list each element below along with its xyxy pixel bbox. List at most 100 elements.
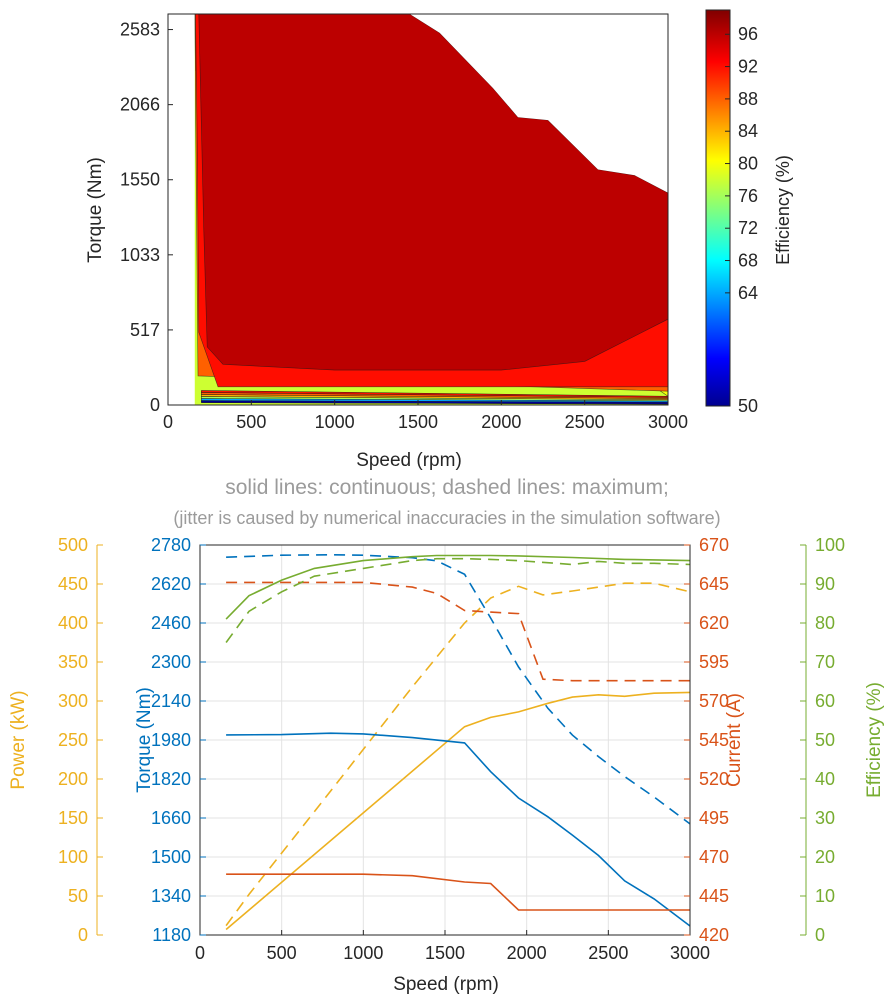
efficiency-axis-tick-label: 100 <box>815 535 845 555</box>
torque-axis-tick-label: 2780 <box>151 535 191 555</box>
series-line-solid <box>226 873 690 911</box>
colorbar-ticks: 50 64 68 72 76 80 84 88 92 96 <box>725 24 758 416</box>
line-chart-grid <box>199 544 691 936</box>
efficiency-axis: 0 10 20 30 40 50 60 70 80 90 100 Efficiency (%) <box>800 535 885 945</box>
torque-axis-tick-label: 1340 <box>151 886 191 906</box>
x-tick-label: 2500 <box>588 943 628 963</box>
efficiency-map-x-label: Speed (rpm) <box>356 450 462 471</box>
colorbar-tick-label: 64 <box>738 283 758 303</box>
power-axis-tick-label: 300 <box>58 691 88 711</box>
colorbar-tick-label: 92 <box>738 57 758 77</box>
series-line-dashed <box>226 581 690 682</box>
x-tick-label: 0 <box>195 943 205 963</box>
line-chart-series <box>225 553 691 931</box>
colorbar-tick-label: 76 <box>738 186 758 206</box>
efficiency-map-panel: 0 500 1000 1500 2000 2500 3000 0 517 1033 1550 206… <box>85 9 793 471</box>
torque-axis-tick-label: 2460 <box>151 613 191 633</box>
power-axis-tick-label: 350 <box>58 652 88 672</box>
series-line-dashed <box>225 557 691 643</box>
power-axis-tick-label: 100 <box>58 847 88 867</box>
chart-title: solid lines: continuous; dashed lines: m… <box>225 476 669 499</box>
colorbar-tick-label: 96 <box>738 24 758 44</box>
power-axis: 0 50 100 150 200 250 300 350 400 450 500 Power (kW) <box>8 535 103 945</box>
colorbar-tick-label: 80 <box>738 154 758 174</box>
y-tick-label: 1550 <box>120 170 160 190</box>
x-tick-label: 1000 <box>343 943 383 963</box>
efficiency-regions <box>168 13 669 405</box>
efficiency-axis-label: Efficiency (%) <box>864 682 885 798</box>
colorbar-label: Efficiency (%) <box>773 155 793 265</box>
colorbar-tick-label: 50 <box>738 396 758 416</box>
efficiency-axis-tick-label: 20 <box>815 847 835 867</box>
efficiency-axis-tick-label: 60 <box>815 691 835 711</box>
x-tick-label: 3000 <box>648 412 688 432</box>
x-tick-label: 2500 <box>565 412 605 432</box>
current-axis-tick-label: 445 <box>699 886 729 906</box>
y-tick-label: 517 <box>130 320 160 340</box>
line-chart-x-ticks: 0 500 1000 1500 2000 2500 3000 <box>195 930 710 963</box>
line-chart-x-label: Speed (rpm) <box>393 974 499 995</box>
current-axis-tick-label: 595 <box>699 652 729 672</box>
series-line-dashed <box>226 553 691 825</box>
colorbar-tick-label: 68 <box>738 251 758 271</box>
x-tick-label: 2000 <box>481 412 521 432</box>
power-axis-tick-label: 150 <box>58 808 88 828</box>
x-tick-label: 0 <box>163 412 173 432</box>
x-tick-label: 500 <box>267 943 297 963</box>
current-axis-label: Current (A) <box>724 693 745 787</box>
current-axis-tick-label: 520 <box>699 769 729 789</box>
chart-subtitle: (jitter is caused by numerical inaccurac… <box>173 508 720 528</box>
efficiency-map-y-ticks: 0 517 1033 1550 2066 2583 <box>120 20 173 415</box>
operating-curves-panel: solid lines: continuous; dashed lines: m… <box>8 476 885 995</box>
torque-axis-tick-label: 1180 <box>152 925 191 945</box>
x-tick-label: 3000 <box>670 943 710 963</box>
current-axis-tick-label: 470 <box>699 847 729 867</box>
efficiency-axis-tick-label: 50 <box>815 730 835 750</box>
efficiency-axis-tick-label: 10 <box>815 886 835 906</box>
colorbar-tick-label: 84 <box>738 121 758 141</box>
colorbar-tick-label: 72 <box>738 218 758 238</box>
torque-axis-label: Torque (Nm) <box>134 687 155 793</box>
efficiency-axis-tick-label: 70 <box>815 652 835 672</box>
efficiency-map-x-ticks: 0 500 1000 1500 2000 2500 3000 <box>163 400 688 432</box>
current-axis-tick-label: 670 <box>699 535 729 555</box>
current-axis-tick-label: 645 <box>699 574 729 594</box>
series-line-solid <box>225 554 691 620</box>
power-axis-tick-label: 400 <box>58 613 88 633</box>
torque-axis-tick-label: 2620 <box>151 574 191 594</box>
torque-axis-tick-label: 2140 <box>151 691 191 711</box>
below-min-speed <box>168 14 195 405</box>
power-axis-tick-label: 200 <box>58 769 88 789</box>
torque-axis-tick-label: 1660 <box>151 808 191 828</box>
efficiency-axis-tick-label: 30 <box>815 808 835 828</box>
series-line-solid <box>226 732 691 927</box>
torque-axis-tick-label: 1980 <box>151 730 191 750</box>
power-axis-tick-label: 250 <box>58 730 88 750</box>
power-axis-tick-label: 500 <box>58 535 88 555</box>
x-tick-label: 1500 <box>425 943 465 963</box>
outside-operating-range <box>194 14 668 193</box>
torque-axis-tick-label: 1820 <box>151 769 191 789</box>
series-line-dashed <box>225 582 691 927</box>
power-axis-tick-label: 450 <box>58 574 88 594</box>
x-tick-label: 500 <box>236 412 266 432</box>
current-axis-tick-label: 570 <box>699 691 729 711</box>
efficiency-map-y-label: Torque (Nm) <box>85 157 106 263</box>
x-tick-label: 1500 <box>398 412 438 432</box>
x-tick-label: 1000 <box>315 412 355 432</box>
current-axis: 420 445 470 495 520 545 570 595 620 645 670 Current… <box>684 535 745 945</box>
colorbar-tick-label: 88 <box>738 89 758 109</box>
efficiency-axis-tick-label: 80 <box>815 613 835 633</box>
efficiency-axis-tick-label: 40 <box>815 769 835 789</box>
torque-axis-tick-label: 2300 <box>151 652 191 672</box>
current-axis-tick-label: 495 <box>699 808 729 828</box>
y-tick-label: 1033 <box>120 245 160 265</box>
y-tick-label: 0 <box>150 395 160 415</box>
y-tick-label: 2583 <box>120 20 160 40</box>
efficiency-axis-tick-label: 0 <box>815 925 825 945</box>
power-axis-tick-label: 0 <box>78 925 88 945</box>
power-axis-label: Power (kW) <box>8 690 29 789</box>
y-tick-label: 2066 <box>120 95 160 115</box>
